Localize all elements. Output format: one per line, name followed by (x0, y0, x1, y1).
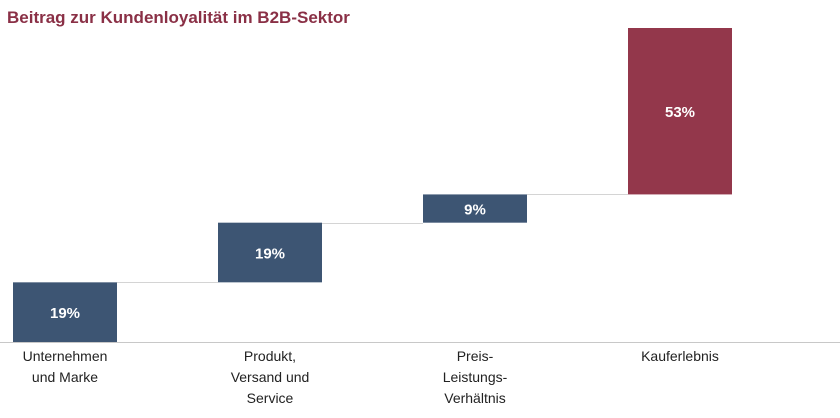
category-label-line: und Marke (31, 369, 99, 385)
chart-title: Beitrag zur Kundenloyalität im B2B-Sekto… (7, 8, 350, 27)
waterfall-bar (628, 28, 732, 195)
category-label: Preis- Leistungs- Verhältnis (400, 346, 550, 409)
category-label-line: Preis- (456, 348, 494, 364)
category-label-line: Unternehmen (22, 348, 108, 364)
waterfall-bar (423, 194, 527, 223)
waterfall-bar (13, 282, 117, 342)
category-label-line: Versand und (230, 369, 310, 385)
category-label-line: Service (246, 390, 294, 406)
category-label: Unternehmen und Marke (0, 346, 140, 388)
category-label-line: Leistungs- (442, 369, 508, 385)
bar-value-label: 19% (255, 246, 285, 263)
category-label-line: Verhältnis (444, 390, 506, 406)
category-label-line: Kauferlebnis (641, 348, 719, 364)
bar-value-label: 9% (464, 202, 486, 219)
waterfall-bar (218, 222, 322, 283)
category-label: Kauferlebnis (605, 346, 755, 367)
bar-value-label: 53% (665, 104, 695, 121)
bar-value-label: 19% (50, 305, 80, 322)
category-label: Produkt, Versand und Service (195, 346, 345, 409)
category-label-line: Produkt, (243, 348, 297, 364)
